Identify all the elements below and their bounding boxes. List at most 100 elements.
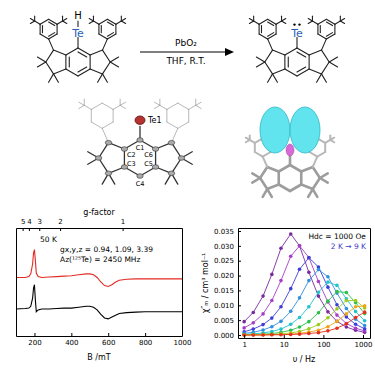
annotation: gx,y,z = 0.94, 1.09, 3.39 [60,245,153,254]
tick-mark [284,335,285,338]
atom-label: C2 [127,151,136,159]
bond [268,33,274,37]
data-point [261,333,265,337]
bond [297,67,306,72]
bond [49,33,55,37]
tick-label: 100 [317,341,330,349]
data-point [317,268,321,272]
bond [155,149,156,167]
tick: 10 [280,335,289,349]
bond [89,19,93,21]
atom-label: H [74,10,82,21]
data-point [261,333,265,337]
bond [63,21,67,23]
bond [30,19,34,21]
bond [340,19,344,21]
bond [277,172,280,185]
tick: 5 [21,218,25,231]
tick: 0.030 [214,243,241,251]
data-point [307,332,311,336]
bond [113,105,120,109]
data-point [279,333,283,337]
data-point [345,299,349,303]
y-axis: 0.0000.0050.0100.0150.0200.0250.0300.035 [214,228,241,340]
tick: 3 [38,218,42,231]
bond [322,39,327,50]
data-point [345,322,349,326]
data-point [363,304,367,308]
orbital-lobe [290,107,320,153]
axis-line [239,338,371,339]
bond [279,165,290,172]
data-point [270,333,274,337]
bond [330,140,334,142]
bond [57,24,58,34]
data-point [298,268,302,272]
bond [282,21,286,23]
bond [297,52,306,57]
data-point [261,323,265,327]
bond [318,19,326,24]
bond [253,16,254,21]
bond [324,143,326,152]
bond [268,22,274,26]
bond [46,62,54,74]
bond [285,69,297,76]
bond [284,55,285,69]
y-axis-right [182,229,183,337]
data-point [317,311,321,315]
axis-title: B /mT [87,353,111,362]
bond [124,149,125,167]
radical-dot [293,23,295,25]
axis-line [370,229,371,339]
bond [167,103,178,109]
tick: 100 [317,335,330,349]
tick: 2 [58,218,62,231]
tick-mark [363,335,364,338]
bond [301,167,312,172]
data-point [363,319,367,323]
bond [159,99,160,105]
bond [265,50,273,62]
bond [69,57,70,67]
tick: 0.015 [214,287,241,295]
bond [120,105,125,108]
data-point [298,331,302,335]
bond [40,19,48,24]
bond [91,122,102,128]
tick-label: 1000 [174,339,192,347]
tick-mark [108,333,109,336]
annotation: Az(¹²⁵Te) = 2450 MHz [60,255,140,264]
data-point [335,303,339,307]
bond [288,57,289,67]
tick-mark [238,290,241,291]
data-point [335,307,339,311]
data-point [335,284,339,288]
plot-area [16,250,182,319]
bond [90,50,102,55]
data-point [335,320,339,324]
chart: 11010010000.0000.0050.0100.0150.0200.025… [201,228,372,364]
x2-axis: 54321 [17,218,183,231]
tick: 800 [139,333,152,347]
data-point [363,327,367,331]
axis-line [17,228,183,229]
bond [290,165,301,172]
atom [137,174,143,179]
bond [320,178,328,183]
data-point [242,326,246,330]
data-point [261,333,265,337]
bond [273,69,285,74]
bond [54,50,66,55]
tick: 1 [121,218,125,231]
atom-label: Te [290,27,303,40]
bond [268,74,273,82]
data-point [261,312,265,316]
data-point [335,313,339,317]
bond [297,48,309,55]
bond [322,50,330,62]
atom-label: C6 [144,151,153,159]
bond [313,157,318,167]
radical-dot [298,23,300,25]
bond [282,19,286,21]
